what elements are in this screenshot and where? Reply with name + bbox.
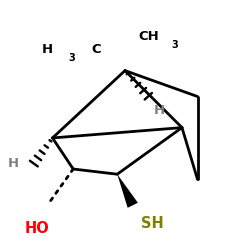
Text: H: H — [154, 104, 164, 117]
Text: HO: HO — [24, 221, 49, 236]
Text: H: H — [42, 44, 53, 57]
Polygon shape — [117, 174, 138, 208]
Text: SH: SH — [140, 216, 163, 231]
Text: C: C — [91, 44, 101, 57]
Text: H: H — [8, 157, 19, 170]
Text: 3: 3 — [68, 53, 75, 63]
Text: CH: CH — [138, 30, 159, 44]
Text: 3: 3 — [172, 40, 178, 50]
